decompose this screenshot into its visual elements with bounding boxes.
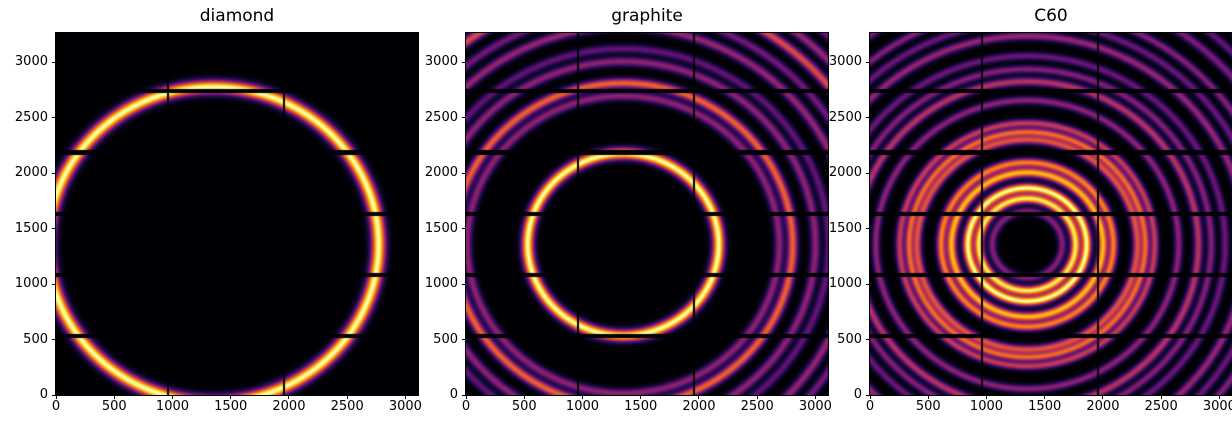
- x-tick: [404, 395, 406, 399]
- x-tick-label: 500: [511, 399, 537, 414]
- y-tick: [462, 228, 466, 230]
- x-tick-label: 2000: [272, 399, 306, 414]
- y-tick-label: 1000: [828, 276, 862, 292]
- x-tick: [1044, 395, 1046, 399]
- x-tick-label: 2000: [682, 399, 716, 414]
- x-tick: [698, 395, 700, 399]
- y-tick-label: 500: [23, 331, 48, 347]
- y-tick: [462, 339, 466, 340]
- diffraction-image-graphite: [465, 32, 829, 396]
- y-tick: [52, 394, 56, 396]
- x-tick: [985, 395, 987, 399]
- panel-graphite: graphite 0 500 1000 1500 2000 2500 3000 0 500 100…: [425, 0, 832, 425]
- panel-c60: C60 0 500 1000 1500 2000 2500 3000 0 500 1000 1500…: [829, 0, 1232, 425]
- y-tick: [462, 117, 466, 119]
- x-tick-label: 1500: [214, 399, 248, 414]
- y-tick-label: 2500: [424, 109, 458, 125]
- y-tick: [52, 283, 56, 285]
- y-tick: [866, 394, 870, 396]
- panel-title-c60: C60: [1034, 6, 1068, 26]
- y-tick-label: 1500: [14, 220, 48, 236]
- y-tick: [866, 228, 870, 230]
- x-tick: [581, 395, 583, 399]
- x-tick-label: 0: [461, 399, 471, 414]
- y-tick-label: 1500: [828, 220, 862, 236]
- y-tick-label: 3000: [828, 54, 862, 70]
- y-tick-label: 2000: [14, 165, 48, 181]
- y-tick-label: 0: [39, 387, 48, 402]
- x-tick-label: 2500: [740, 399, 774, 414]
- y-tick-label: 0: [853, 387, 862, 402]
- x-tick-label: 2500: [1144, 399, 1178, 414]
- x-tick-label: 0: [865, 399, 875, 414]
- y-tick: [52, 117, 56, 119]
- x-tick-label: 1000: [155, 399, 190, 414]
- y-tick-label: 3000: [424, 54, 458, 70]
- x-tick: [465, 395, 467, 399]
- y-tick: [866, 117, 870, 119]
- x-tick: [55, 395, 57, 399]
- x-tick-label: 3000: [1202, 399, 1232, 414]
- diffraction-image-diamond: [55, 32, 419, 396]
- y-tick: [462, 172, 466, 174]
- x-tick-label: 1000: [969, 399, 1004, 414]
- y-tick: [52, 339, 56, 340]
- x-tick: [346, 395, 348, 399]
- x-tick: [523, 395, 525, 399]
- x-tick-label: 2000: [1086, 399, 1120, 414]
- y-tick-label: 3000: [14, 54, 48, 70]
- y-tick-label: 2000: [828, 165, 862, 181]
- y-tick-label: 2500: [828, 109, 862, 125]
- x-tick: [756, 395, 758, 399]
- x-tick: [230, 395, 232, 399]
- x-tick-label: 3000: [798, 399, 832, 414]
- y-tick: [52, 228, 56, 230]
- y-tick: [866, 339, 870, 340]
- x-tick: [171, 395, 173, 399]
- y-tick: [866, 172, 870, 174]
- y-tick-label: 1000: [14, 276, 48, 292]
- x-tick-label: 1000: [565, 399, 600, 414]
- y-tick: [462, 394, 466, 396]
- x-tick-label: 0: [51, 399, 61, 414]
- x-tick: [640, 395, 642, 399]
- y-tick: [462, 283, 466, 285]
- x-tick-label: 1500: [1028, 399, 1062, 414]
- y-tick: [52, 61, 56, 63]
- x-tick: [927, 395, 929, 399]
- y-tick-label: 500: [433, 331, 458, 347]
- x-tick: [288, 395, 290, 399]
- y-tick-label: 2500: [14, 109, 48, 125]
- x-tick-label: 500: [101, 399, 127, 414]
- y-tick-label: 0: [449, 387, 458, 402]
- y-tick: [866, 61, 870, 63]
- y-tick: [52, 172, 56, 174]
- x-tick: [1218, 395, 1220, 399]
- y-tick-label: 1500: [424, 220, 458, 236]
- x-tick: [113, 395, 115, 399]
- y-tick: [866, 283, 870, 285]
- panel-title-graphite: graphite: [611, 6, 683, 26]
- diffraction-image-c60: [869, 32, 1232, 396]
- x-tick-label: 3000: [388, 399, 422, 414]
- x-tick-label: 2500: [330, 399, 364, 414]
- x-tick: [1160, 395, 1162, 399]
- x-tick-label: 500: [915, 399, 941, 414]
- y-tick-label: 500: [837, 331, 862, 347]
- y-tick-label: 1000: [424, 276, 458, 292]
- y-tick: [462, 61, 466, 63]
- x-tick-label: 1500: [624, 399, 658, 414]
- x-tick: [1102, 395, 1104, 399]
- x-tick: [814, 395, 816, 399]
- x-tick: [869, 395, 871, 399]
- y-tick-label: 2000: [424, 165, 458, 181]
- panel-diamond: diamond 0 500 1000 1500 2000 2500 3000 0 500 1000…: [15, 0, 422, 425]
- panel-title-diamond: diamond: [199, 6, 275, 26]
